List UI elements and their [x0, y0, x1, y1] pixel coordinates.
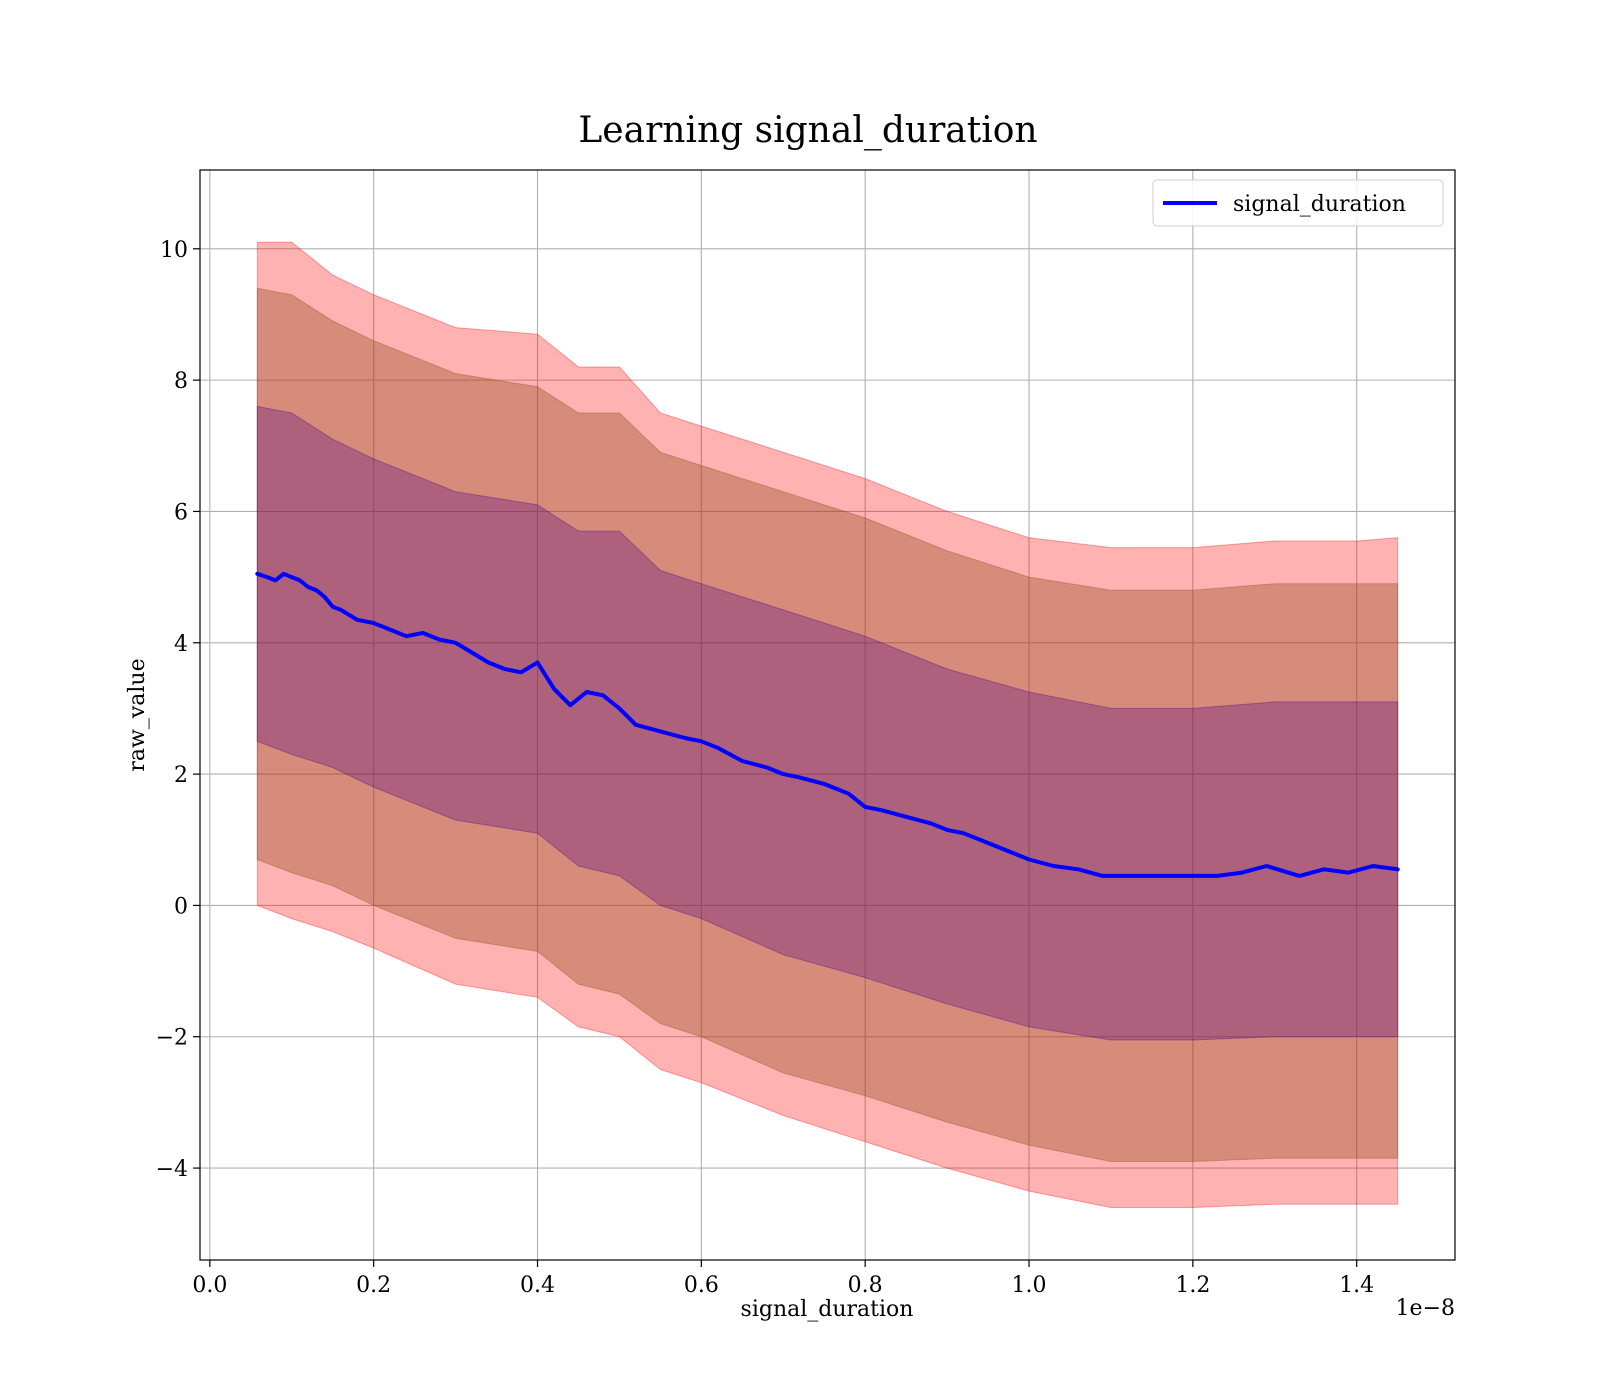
- y-tick-label: −4: [156, 1157, 188, 1182]
- x-tick-label: 0.6: [684, 1273, 719, 1298]
- grid: [200, 170, 1455, 1260]
- y-tick-label: 0: [174, 894, 188, 919]
- y-axis: −4 −2 0 2 4 6 8 10: [156, 238, 200, 1182]
- legend-box: [1152, 179, 1444, 227]
- y-tick-label: 8: [174, 369, 188, 394]
- plot-frame: [199, 169, 1456, 1261]
- legend: signal_duration: [1152, 179, 1444, 227]
- x-tick-label: 0.2: [356, 1273, 391, 1298]
- x-axis: 0.0 0.2 0.4 0.6 0.8 1.0 1.2 1.4: [192, 1260, 1374, 1298]
- series-layer: [255, 571, 1400, 878]
- x-tick-label: 1.2: [1175, 1273, 1210, 1298]
- x-tick-label: 0.0: [192, 1273, 227, 1298]
- confidence-band-1: [256, 287, 1399, 1162]
- chart-title: Learning signal_duration: [578, 110, 1037, 151]
- x-axis-label: signal_duration: [741, 1297, 914, 1322]
- y-tick-label: 10: [160, 238, 188, 263]
- series-line-0: [255, 571, 1400, 878]
- bands: [256, 241, 1399, 1208]
- y-tick-label: 4: [174, 632, 188, 657]
- legend-label: signal_duration: [1233, 192, 1406, 217]
- x-axis-offset-text: 1e−8: [1396, 1296, 1455, 1321]
- y-axis-label: raw_value: [125, 658, 150, 771]
- y-tick-label: 6: [174, 500, 188, 525]
- confidence-band-2: [256, 405, 1399, 1041]
- y-tick-label: 2: [174, 763, 188, 788]
- x-tick-label: 1.4: [1339, 1273, 1374, 1298]
- confidence-band-0: [256, 241, 1399, 1208]
- x-tick-label: 0.8: [848, 1273, 883, 1298]
- y-tick-label: −2: [156, 1026, 188, 1051]
- x-tick-label: 1.0: [1012, 1273, 1047, 1298]
- x-tick-label: 0.4: [520, 1273, 555, 1298]
